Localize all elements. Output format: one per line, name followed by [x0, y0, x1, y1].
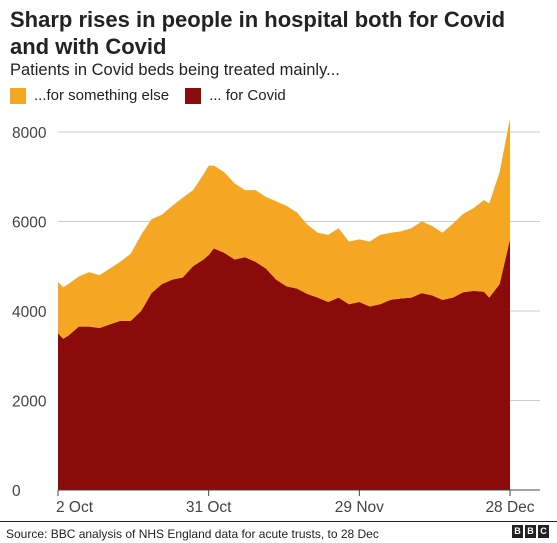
area-chart: 0 2000 4000 6000 8000 2 Oct 31 Oct 29 Nov 28 Dec [12, 118, 540, 516]
area-series-for-covid [58, 239, 510, 490]
x-tick-label: 2 Oct [56, 499, 94, 516]
y-tick-label: 0 [12, 483, 21, 500]
footer-divider [0, 521, 557, 522]
y-tick-label: 4000 [12, 304, 47, 321]
legend-item-for-covid: ... for Covid [185, 87, 286, 104]
chart-subtitle: Patients in Covid beds being treated mai… [10, 61, 340, 79]
legend-label-for-covid: ... for Covid [209, 87, 286, 104]
y-tick-label: 6000 [12, 215, 47, 232]
bbc-logo: B B C [512, 525, 549, 538]
legend-item-something-else: ...for something else [10, 87, 169, 104]
area-series-something-else [58, 118, 510, 339]
legend-label-something-else: ...for something else [34, 87, 170, 104]
y-tick-label: 2000 [12, 394, 47, 411]
logo-letter: C [538, 525, 549, 538]
y-tick-label: 8000 [12, 125, 47, 142]
legend-swatch-for-covid [185, 87, 202, 104]
logo-letter: B [512, 525, 523, 538]
chart-title: Sharp rises in people in hospital both f… [10, 7, 506, 59]
x-tick-label: 31 Oct [186, 499, 232, 516]
x-tick-label: 29 Nov [335, 499, 384, 516]
source-note: Source: BBC analysis of NHS England data… [6, 527, 379, 541]
logo-letter: B [525, 525, 536, 538]
legend: ...for something else ... for Covid [10, 87, 302, 104]
x-tick-label: 28 Dec [485, 499, 534, 516]
legend-swatch-something-else [10, 87, 26, 104]
